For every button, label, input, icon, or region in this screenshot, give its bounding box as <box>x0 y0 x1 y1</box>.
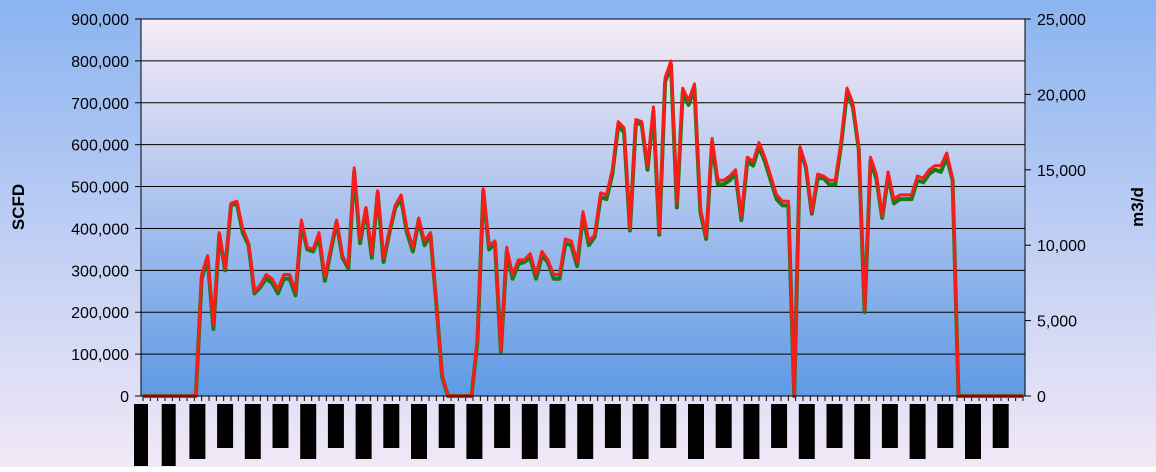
left-tick-label: 300,000 <box>71 263 129 280</box>
left-tick-label: 900,000 <box>71 12 129 29</box>
right-tick-labels: 0 5,000 10,000 15,000 20,000 25,000 <box>1037 12 1086 406</box>
x-label-bar <box>327 404 344 448</box>
x-label-bar <box>854 404 871 459</box>
x-label-bar <box>549 404 566 448</box>
left-tick-label: 500,000 <box>71 180 129 197</box>
y-axis-label-left: SCFD <box>9 184 28 230</box>
y-axis-label-right: m3/d <box>1128 187 1147 227</box>
x-label-bar <box>632 404 649 459</box>
series-lines <box>143 59 1023 398</box>
left-tick-label: 700,000 <box>71 96 129 113</box>
x-label-bar <box>909 404 926 459</box>
left-tick-label: 600,000 <box>71 138 129 155</box>
series-line-red <box>143 59 1023 398</box>
x-label-bar <box>161 404 176 466</box>
right-tick-label: 15,000 <box>1037 163 1086 180</box>
x-label-bar <box>660 404 677 448</box>
x-label-bar <box>272 404 289 448</box>
x-label-bar <box>438 404 455 448</box>
x-label-bar <box>411 404 427 459</box>
left-tick-label: 0 <box>120 389 129 406</box>
x-label-bar <box>965 404 981 459</box>
x-label-bar <box>300 404 317 459</box>
x-label-bar <box>798 404 815 459</box>
x-label-bars <box>134 404 1009 466</box>
x-label-bar <box>189 404 206 459</box>
x-label-bar <box>992 404 1009 448</box>
axes <box>135 18 1031 397</box>
x-label-bar <box>494 404 511 448</box>
right-tick-label: 10,000 <box>1037 238 1086 255</box>
x-label-bar <box>383 404 400 448</box>
x-label-bar <box>244 404 261 459</box>
left-tick-label: 800,000 <box>71 54 129 71</box>
x-label-bar <box>521 404 538 459</box>
x-label-bar <box>604 404 621 448</box>
x-label-bar <box>771 404 788 448</box>
right-tick-label: 0 <box>1037 389 1046 406</box>
left-tick-labels: 0 100,000 200,000 300,000 400,000 500,000 600,… <box>71 12 129 406</box>
x-label-bar <box>466 404 483 459</box>
right-tick-label: 25,000 <box>1037 12 1086 29</box>
x-label-bar <box>826 404 843 448</box>
x-ticks <box>142 396 1024 401</box>
x-label-bar <box>743 404 760 459</box>
x-label-bar <box>134 404 148 466</box>
x-label-bar <box>577 404 594 459</box>
left-tick-label: 400,000 <box>71 221 129 238</box>
plot-area <box>141 19 1025 396</box>
right-tick-label: 20,000 <box>1037 87 1086 104</box>
x-label-bar <box>715 404 732 448</box>
x-label-bar <box>881 404 898 448</box>
x-label-bar <box>937 404 954 448</box>
x-label-bar <box>688 404 704 459</box>
x-label-bar <box>355 404 372 459</box>
right-tick-label: 5,000 <box>1037 314 1077 331</box>
left-tick-label: 100,000 <box>71 347 129 364</box>
left-tick-label: 200,000 <box>71 305 129 322</box>
x-label-bar <box>217 404 234 448</box>
gridlines <box>141 60 1025 355</box>
